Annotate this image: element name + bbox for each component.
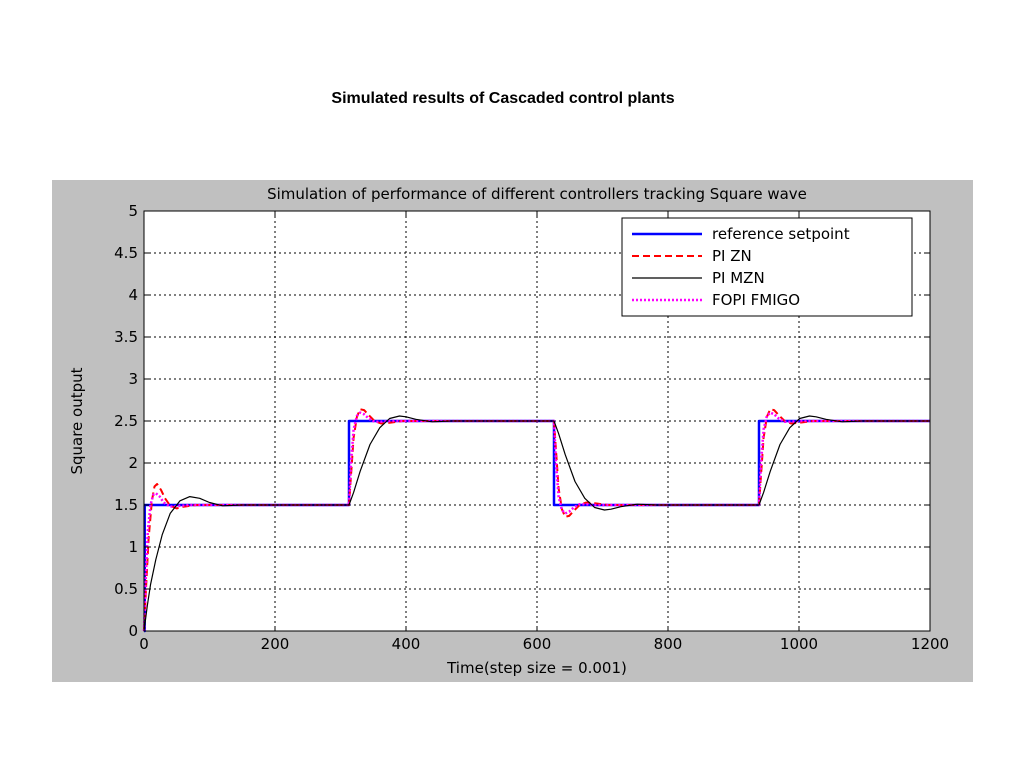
x-tick-label: 400 xyxy=(392,635,421,653)
y-tick-label: 3.5 xyxy=(114,328,138,346)
y-tick-label: 1 xyxy=(128,538,138,556)
y-tick-label: 0 xyxy=(128,622,138,640)
legend-label: reference setpoint xyxy=(712,225,850,243)
x-tick-label: 0 xyxy=(139,635,149,653)
y-tick-label: 0.5 xyxy=(114,580,138,598)
y-tick-label: 1.5 xyxy=(114,496,138,514)
x-axis-label: Time(step size = 0.001) xyxy=(446,659,627,677)
legend-label: PI ZN xyxy=(712,247,752,265)
figure-window: 0 200 400 600 800 1000 1200 0 0.5 1 1.5 2 2.5 3 3.5 4 4.… xyxy=(52,180,973,682)
page-title: Simulated results of Cascaded control pl… xyxy=(331,90,675,107)
legend-label: PI MZN xyxy=(712,269,765,287)
y-tick-label: 3 xyxy=(128,370,138,388)
x-tick-label: 1000 xyxy=(780,635,818,653)
legend-label: FOPI FMIGO xyxy=(712,291,800,309)
x-tick-label: 600 xyxy=(523,635,552,653)
y-tick-label: 4 xyxy=(128,286,138,304)
y-axis-label: Square output xyxy=(68,367,86,474)
y-tick-label: 4.5 xyxy=(114,244,138,262)
x-tick-label: 1200 xyxy=(911,635,949,653)
y-tick-label: 2.5 xyxy=(114,412,138,430)
series-line-pi-mzn xyxy=(143,415,930,632)
y-tick-label: 5 xyxy=(128,202,138,220)
x-tick-label: 200 xyxy=(261,635,290,653)
y-tick-label: 2 xyxy=(128,454,138,472)
chart-title: Simulation of performance of different c… xyxy=(267,185,807,203)
tick-layer: 0 200 400 600 800 1000 1200 0 0.5 1 1.5 2 2.5 3 3.5 4 4.… xyxy=(114,202,949,653)
x-tick-label: 800 xyxy=(654,635,683,653)
chart-svg: 0 200 400 600 800 1000 1200 0 0.5 1 1.5 2 2.5 3 3.5 4 4.… xyxy=(68,185,949,677)
series-layer xyxy=(142,408,930,633)
legend: reference setpoint PI ZN PI MZN FOPI FMIGO xyxy=(621,217,913,317)
